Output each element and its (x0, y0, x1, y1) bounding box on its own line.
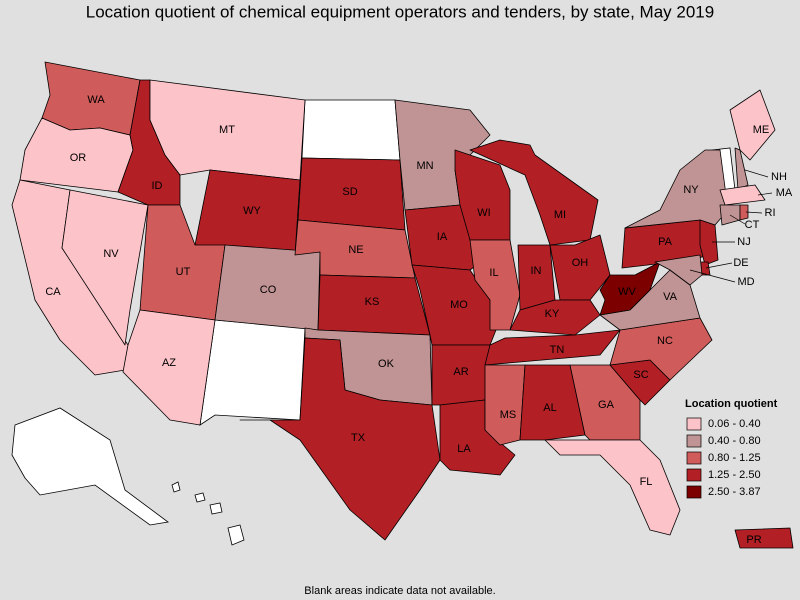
state-label: IA (437, 231, 448, 243)
state-label: OK (378, 358, 395, 370)
state-label: WV (618, 286, 636, 298)
state (624, 149, 729, 229)
state (599, 261, 661, 316)
state-label: FL (640, 476, 653, 488)
state-label: AZ (162, 357, 176, 369)
state-label: VA (663, 291, 678, 303)
blank-state (11, 407, 169, 526)
state-label: NE (348, 244, 363, 256)
state-label: KY (545, 308, 560, 320)
leader-lines (689, 169, 773, 283)
state-label: NH (771, 171, 787, 183)
map-title: Location quotient of chemical equipment … (86, 2, 714, 21)
state (517, 244, 556, 311)
legend-label: 0.80 - 1.25 (708, 452, 761, 464)
blank-state (194, 492, 206, 503)
legend-swatch (686, 468, 702, 482)
state-label: MS (500, 409, 517, 421)
leader-line (744, 169, 769, 178)
blank-state (301, 99, 401, 161)
state (734, 147, 749, 191)
legend-label: 0.40 - 0.80 (708, 435, 761, 447)
states: WA OR CA NV ID MT WY UT CO AZ SD NE KS OK TX MN IA MO AR LA… (11, 61, 794, 549)
state-label: IL (489, 267, 498, 279)
state (469, 239, 521, 331)
state-label: GA (598, 399, 615, 411)
state (61, 189, 149, 346)
state-label: AR (453, 366, 468, 378)
note: Blank areas indicate data not available. (304, 585, 495, 597)
state (654, 254, 703, 286)
state-label: OR (70, 152, 87, 164)
state (519, 364, 586, 441)
legend-label: 1.25 - 2.50 (708, 469, 761, 481)
state-label: TX (351, 432, 366, 444)
state-label: TN (550, 344, 565, 356)
state (484, 364, 526, 446)
blank-state (199, 319, 306, 426)
state-label: PA (658, 236, 673, 248)
state-label: WY (243, 205, 261, 217)
leader-line (729, 214, 746, 225)
state-label: MN (416, 160, 433, 172)
legend-label: 2.50 - 3.87 (708, 486, 761, 498)
state-label: MA (776, 187, 793, 199)
state-label: MI (554, 209, 566, 221)
state-label: DE (733, 257, 748, 269)
blank-state (227, 524, 245, 546)
state-label: CO (260, 284, 277, 296)
state-label: ME (753, 124, 770, 136)
state (122, 309, 216, 426)
state-label: WA (87, 94, 105, 106)
leader-line (745, 211, 763, 214)
state (729, 89, 776, 161)
state-label: OH (572, 257, 589, 269)
state-label: NV (103, 248, 119, 260)
leader-line (689, 269, 736, 283)
state-label: LA (457, 443, 471, 455)
state-label: RI (765, 207, 776, 219)
state (719, 184, 766, 206)
state-label: ID (152, 180, 163, 192)
legend-label: 0.06 - 0.40 (708, 418, 761, 430)
state-label: CT (745, 219, 760, 231)
state-label: MD (737, 276, 754, 288)
legend-title: Location quotient (685, 398, 778, 410)
legend-swatch (686, 451, 702, 465)
state (544, 439, 681, 536)
state-label: AL (543, 402, 556, 414)
blank-state (171, 481, 181, 493)
legend-swatch (686, 485, 702, 499)
state-label: PR (746, 534, 761, 546)
state (239, 337, 441, 541)
state (739, 204, 749, 221)
leader-line (757, 192, 773, 196)
state-label: SC (633, 369, 648, 381)
state-label: MT (219, 124, 235, 136)
state-label: IN (531, 265, 542, 277)
legend: Location quotient 0.06 - 0.40 0.40 - 0.80… (685, 398, 778, 499)
state (149, 79, 306, 181)
state-label: KS (365, 296, 380, 308)
blank-state (209, 502, 223, 515)
legend-swatch (686, 417, 702, 431)
state (734, 527, 794, 549)
leader-line (705, 262, 733, 269)
state-label: NJ (737, 236, 750, 248)
state (699, 219, 719, 266)
state-label: UT (176, 266, 191, 278)
state-label: SD (342, 186, 357, 198)
state (469, 139, 599, 246)
state-label: MO (450, 299, 468, 311)
legend-swatch (686, 434, 702, 448)
state-label: NC (657, 335, 673, 347)
state-label: WI (477, 207, 490, 219)
state-label: CA (45, 286, 61, 298)
state-label: NY (683, 184, 699, 196)
